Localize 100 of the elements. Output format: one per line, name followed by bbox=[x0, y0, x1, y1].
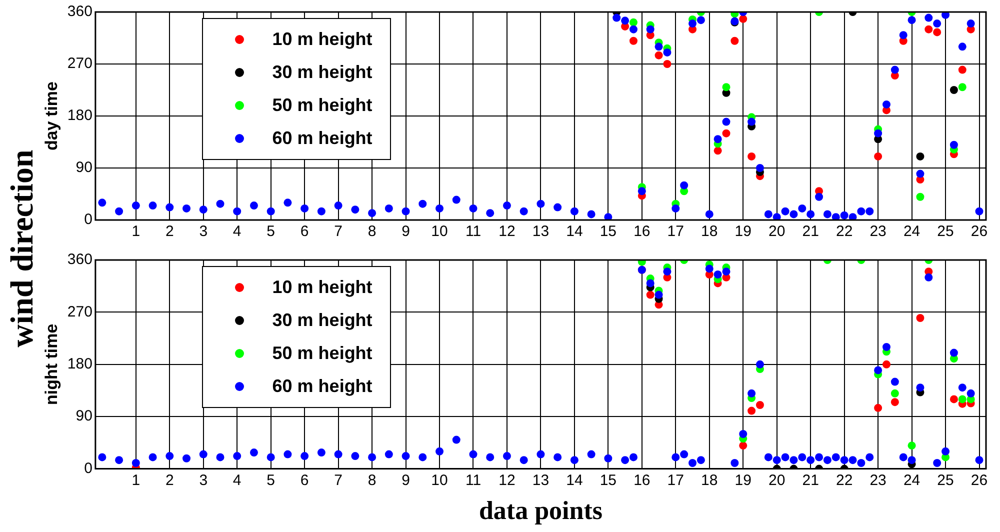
point bbox=[916, 314, 924, 322]
x-tick-label: 7 bbox=[334, 223, 342, 240]
x-tick-label: 22 bbox=[836, 223, 853, 240]
x-tick-label: 16 bbox=[634, 472, 650, 489]
x-tick-label: 2 bbox=[165, 223, 174, 240]
x-tick-label: 26 bbox=[970, 472, 988, 489]
point bbox=[748, 406, 756, 415]
point bbox=[739, 442, 748, 450]
x-tick-label: 26 bbox=[970, 223, 988, 240]
legend-label: 50 m height bbox=[272, 343, 372, 364]
point bbox=[933, 28, 942, 36]
x-tick-label: 11 bbox=[465, 472, 482, 489]
y-tick-label: 90 bbox=[76, 159, 92, 176]
x-tick-label: 9 bbox=[402, 472, 410, 489]
x-tick-label: 21 bbox=[802, 472, 819, 489]
point bbox=[916, 152, 924, 160]
y-axis-title: day time bbox=[42, 82, 61, 150]
point bbox=[950, 86, 958, 94]
x-tick-label: 21 bbox=[802, 223, 819, 240]
y-tick-label: 180 bbox=[67, 356, 92, 373]
x-tick-label: 3 bbox=[199, 223, 208, 240]
point bbox=[629, 36, 638, 45]
legend-label: 30 m height bbox=[272, 62, 372, 83]
x-tick-label: 25 bbox=[937, 223, 954, 240]
x-tick-label: 10 bbox=[431, 472, 448, 489]
x-tick-label: 20 bbox=[768, 223, 786, 240]
y-tick-label: 90 bbox=[76, 408, 92, 425]
point bbox=[722, 83, 730, 92]
point bbox=[916, 192, 924, 201]
x-tick-label: 16 bbox=[634, 223, 650, 240]
y-tick-label: 0 bbox=[84, 211, 92, 228]
x-tick-label: 18 bbox=[701, 223, 718, 240]
x-tick-label: 18 bbox=[701, 472, 718, 489]
x-tick-label: 12 bbox=[498, 223, 516, 240]
point bbox=[874, 404, 882, 412]
point bbox=[748, 152, 756, 160]
x-tick-label: 2 bbox=[165, 472, 174, 489]
x-tick-label: 20 bbox=[768, 472, 786, 489]
x-tick-label: 8 bbox=[368, 223, 376, 240]
point bbox=[654, 51, 663, 60]
x-tick-label: 25 bbox=[937, 472, 954, 489]
point bbox=[663, 60, 672, 68]
legend-label: 10 m height bbox=[272, 29, 372, 50]
x-tick-label: 14 bbox=[566, 472, 583, 489]
point bbox=[890, 389, 899, 398]
x-tick-label: 3 bbox=[199, 472, 208, 489]
x-tick-label: 19 bbox=[734, 223, 752, 240]
x-tick-label: 5 bbox=[266, 223, 276, 240]
x-tick-label: 7 bbox=[334, 472, 342, 489]
x-tick-label: 4 bbox=[232, 472, 242, 489]
y-tick-label: 270 bbox=[67, 55, 92, 72]
legend-label: 10 m height bbox=[272, 277, 372, 298]
point bbox=[958, 83, 966, 92]
point bbox=[756, 401, 764, 409]
legend-label: 60 m height bbox=[272, 128, 372, 149]
x-axis-title: data points bbox=[478, 496, 602, 526]
point bbox=[908, 442, 916, 450]
x-tick-label: 22 bbox=[836, 472, 853, 489]
x-tick-label: 24 bbox=[903, 223, 920, 240]
point bbox=[730, 36, 739, 45]
point bbox=[739, 14, 748, 23]
legend-label: 60 m height bbox=[272, 376, 372, 397]
x-tick-label: 9 bbox=[402, 223, 410, 240]
x-tick-label: 10 bbox=[431, 223, 448, 240]
point bbox=[629, 18, 638, 26]
x-tick-label: 17 bbox=[667, 472, 684, 489]
x-tick-label: 1 bbox=[132, 223, 140, 240]
x-tick-label: 23 bbox=[870, 472, 886, 489]
point bbox=[882, 360, 890, 368]
point bbox=[874, 152, 882, 160]
point bbox=[890, 398, 899, 406]
x-tick-label: 5 bbox=[266, 472, 276, 489]
text: wind direction bbox=[3, 149, 40, 347]
x-tick-label: 4 bbox=[232, 223, 242, 240]
y-axis-title: night time bbox=[42, 324, 61, 406]
x-tick-label: 23 bbox=[870, 223, 886, 240]
y-tick-label: 270 bbox=[67, 303, 92, 320]
x-tick-label: 6 bbox=[300, 223, 309, 240]
x-tick-label: 11 bbox=[465, 223, 482, 240]
point bbox=[714, 146, 722, 155]
x-tick-label: 14 bbox=[566, 223, 583, 240]
x-tick-label: 24 bbox=[903, 472, 920, 489]
x-tick-label: 15 bbox=[600, 223, 617, 240]
legend-label: 30 m height bbox=[272, 310, 372, 331]
x-tick-label: 8 bbox=[368, 472, 376, 489]
x-tick-label: 17 bbox=[667, 223, 684, 240]
x-tick-label: 1 bbox=[132, 472, 140, 489]
x-tick-label: 6 bbox=[300, 472, 309, 489]
y-tick-label: 180 bbox=[67, 107, 92, 124]
legend-label: 50 m height bbox=[272, 95, 372, 116]
point bbox=[958, 395, 966, 404]
y-tick-label: 360 bbox=[67, 251, 92, 268]
y-tick-label: 360 bbox=[67, 3, 92, 20]
x-tick-label: 13 bbox=[532, 472, 550, 489]
x-tick-label: 15 bbox=[600, 472, 617, 489]
point bbox=[722, 129, 730, 138]
point bbox=[958, 66, 966, 74]
point bbox=[646, 290, 654, 299]
x-tick-label: 13 bbox=[532, 223, 550, 240]
point bbox=[950, 395, 958, 404]
